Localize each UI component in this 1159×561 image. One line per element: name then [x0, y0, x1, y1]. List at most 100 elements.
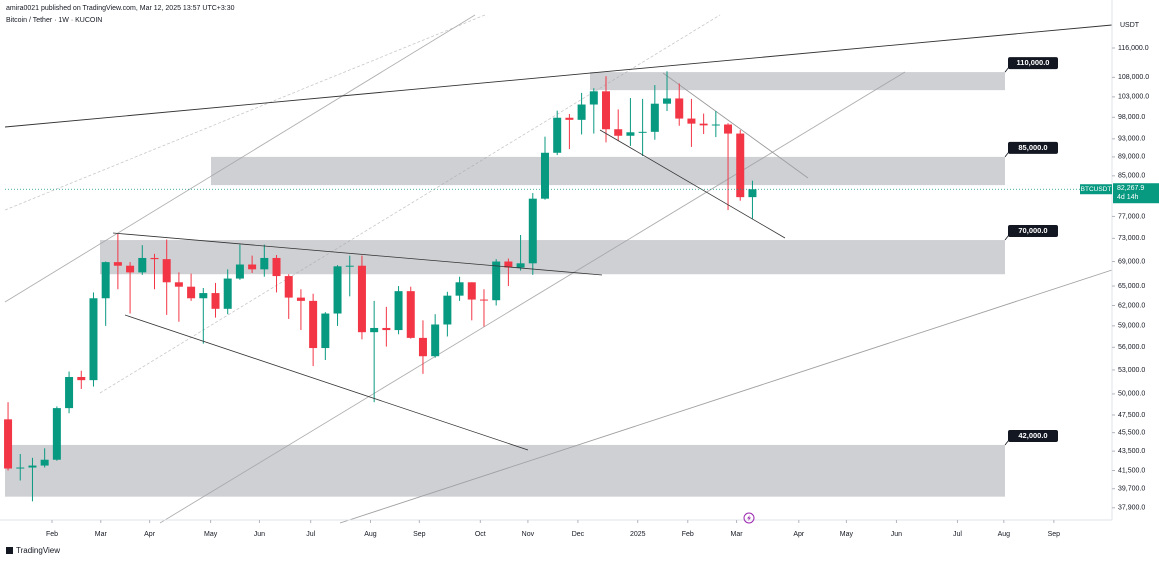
candle-body	[284, 276, 293, 298]
y-tick-label: 103,000.0	[1118, 94, 1149, 101]
y-tick-label: 45,500.0	[1118, 430, 1145, 437]
x-tick-label: 2025	[630, 531, 646, 538]
x-tick-label: Jun	[891, 531, 902, 538]
symbol-tag	[1080, 184, 1112, 195]
candle-body	[455, 282, 464, 296]
candle-body	[16, 467, 25, 469]
candle-body	[101, 262, 110, 299]
candle-body	[602, 91, 611, 130]
candle-body	[492, 261, 501, 301]
candle-body	[394, 291, 403, 331]
candle-body	[589, 91, 598, 105]
candle-body	[406, 291, 415, 338]
candle-body	[528, 198, 537, 264]
candle-body	[504, 261, 513, 268]
trend-line	[599, 129, 786, 239]
candle-body	[309, 300, 318, 349]
candle-body	[113, 262, 122, 266]
candle-body	[357, 265, 366, 333]
candle-body	[272, 257, 281, 277]
y-tick-label: 39,700.0	[1118, 486, 1145, 493]
candle-body	[516, 263, 525, 268]
y-tick-label: 41,500.0	[1118, 467, 1145, 474]
price-tag	[1113, 183, 1159, 204]
y-tick-label: 59,000.0	[1118, 323, 1145, 330]
y-tick-label: 73,000.0	[1118, 235, 1145, 242]
candle-body	[577, 104, 586, 120]
candle-body	[211, 293, 220, 309]
zone-label: 70,000.0	[1018, 226, 1047, 235]
candle-body	[370, 327, 379, 333]
candle-body	[89, 298, 98, 381]
candle-body	[748, 189, 757, 198]
currency: USDT	[1120, 22, 1140, 29]
candle-body	[126, 265, 135, 273]
x-tick-label: Feb	[46, 531, 58, 538]
zone-label: 85,000.0	[1018, 143, 1047, 152]
candle-body	[431, 324, 440, 357]
candle-body	[540, 152, 549, 199]
y-tick-label: 47,500.0	[1118, 412, 1145, 419]
candle-body	[663, 98, 672, 104]
candles	[4, 71, 757, 502]
zone-tag	[1008, 141, 1058, 154]
trend-line	[112, 232, 603, 276]
brand: TradingView	[16, 546, 60, 555]
candle-body	[711, 124, 720, 126]
y-tick-label: 89,000.0	[1118, 154, 1145, 161]
price-label: 82,267.9	[1117, 185, 1144, 192]
event-bolt[interactable]	[747, 515, 751, 521]
candle-body	[321, 313, 330, 349]
candle-body	[626, 132, 635, 136]
y-tick-label: 50,000.0	[1118, 391, 1145, 398]
candle-body	[40, 459, 49, 466]
zone	[590, 72, 1005, 91]
publisher: amira0021 published on TradingView.com, …	[6, 5, 235, 12]
event-icon[interactable]	[743, 512, 755, 524]
candle-body	[479, 299, 488, 301]
candle-body	[418, 337, 427, 357]
x-tick-label: Nov	[522, 531, 535, 538]
y-tick-label: 62,000.0	[1118, 302, 1145, 309]
y-tick-label: 85,000.0	[1118, 173, 1145, 180]
candle-body	[687, 118, 696, 124]
candle-body	[638, 131, 647, 133]
x-tick-label: Oct	[475, 531, 486, 538]
candle-body	[150, 257, 159, 260]
candle-body	[199, 293, 208, 299]
zone-tag	[1008, 57, 1058, 70]
y-tick-label: 37,900.0	[1118, 505, 1145, 512]
y-tick-label: 69,000.0	[1118, 258, 1145, 265]
y-tick-label: 93,000.0	[1118, 136, 1145, 143]
trend-line	[4, 24, 1113, 128]
dashed-line	[4, 14, 486, 211]
candle-body	[77, 376, 86, 381]
y-tick-label: 98,000.0	[1118, 114, 1145, 121]
candle-body	[223, 278, 232, 309]
symbol-title: Bitcoin / Tether · 1W · KUCOIN	[6, 17, 102, 24]
candle-body	[675, 98, 684, 119]
candle-body	[614, 129, 623, 136]
x-tick-label: Jul	[953, 531, 962, 538]
candle-body	[174, 282, 183, 287]
candle-body	[467, 282, 476, 300]
zone-tag	[1008, 429, 1058, 442]
trend-line	[124, 314, 529, 451]
x-tick-label: Feb	[682, 531, 694, 538]
candle-body	[52, 408, 61, 460]
event-circle[interactable]	[743, 512, 755, 524]
y-tick-label: 108,000.0	[1118, 74, 1149, 81]
y-tick-label: 53,000.0	[1118, 367, 1145, 374]
x-tick-label: Mar	[95, 531, 108, 538]
x-tick-label: May	[204, 531, 218, 538]
x-tick-label: Jun	[254, 531, 265, 538]
zone-label: 42,000.0	[1018, 431, 1047, 440]
x-tick-label: Sep	[1048, 531, 1061, 538]
zones: 110,000.0 85,000.0 70,000.0 42,000.0	[5, 57, 1058, 497]
x-tick-label: Mar	[731, 531, 744, 538]
candle-body	[296, 297, 305, 301]
x-tick-label: Dec	[572, 531, 585, 538]
axes: 116,000.0 108,000.0 103,000.0 98,000.0 93,00…	[5, 45, 1159, 538]
zone-tag	[1008, 225, 1058, 238]
